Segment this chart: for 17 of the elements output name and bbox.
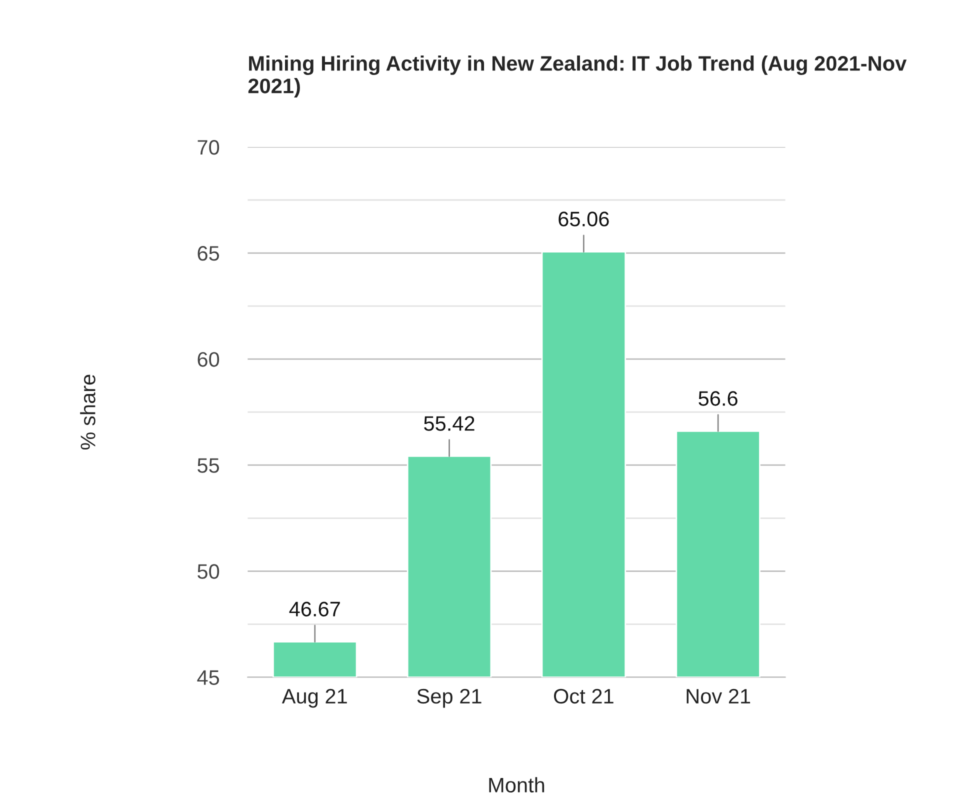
x-tick-label: Aug 21	[282, 688, 347, 708]
data-label: 65.06	[558, 212, 609, 226]
x-tick-label: Oct 21	[554, 688, 614, 704]
y-tick-label: 45	[197, 670, 220, 685]
data-label: 56.6	[698, 391, 738, 406]
x-tick-label: Nov 21	[686, 688, 750, 704]
data-label: 55.42	[424, 416, 474, 431]
data-label: 46.67	[289, 602, 340, 616]
y-axis-title: % share	[80, 374, 96, 450]
y-tick-label: 70	[198, 140, 220, 155]
y-tick-label: 50	[198, 564, 220, 579]
x-axis-title: Month	[489, 777, 544, 792]
y-tick-label: 55	[198, 458, 220, 473]
chart-title: Mining Hiring Activity in New Zealand: IT Job Trend (Aug 2021-Nov 2021)	[248, 55, 907, 98]
y-tick-label: 60	[198, 352, 220, 367]
x-tick-label: Sep 21	[417, 688, 482, 708]
y-tick-label: 65	[198, 246, 220, 261]
